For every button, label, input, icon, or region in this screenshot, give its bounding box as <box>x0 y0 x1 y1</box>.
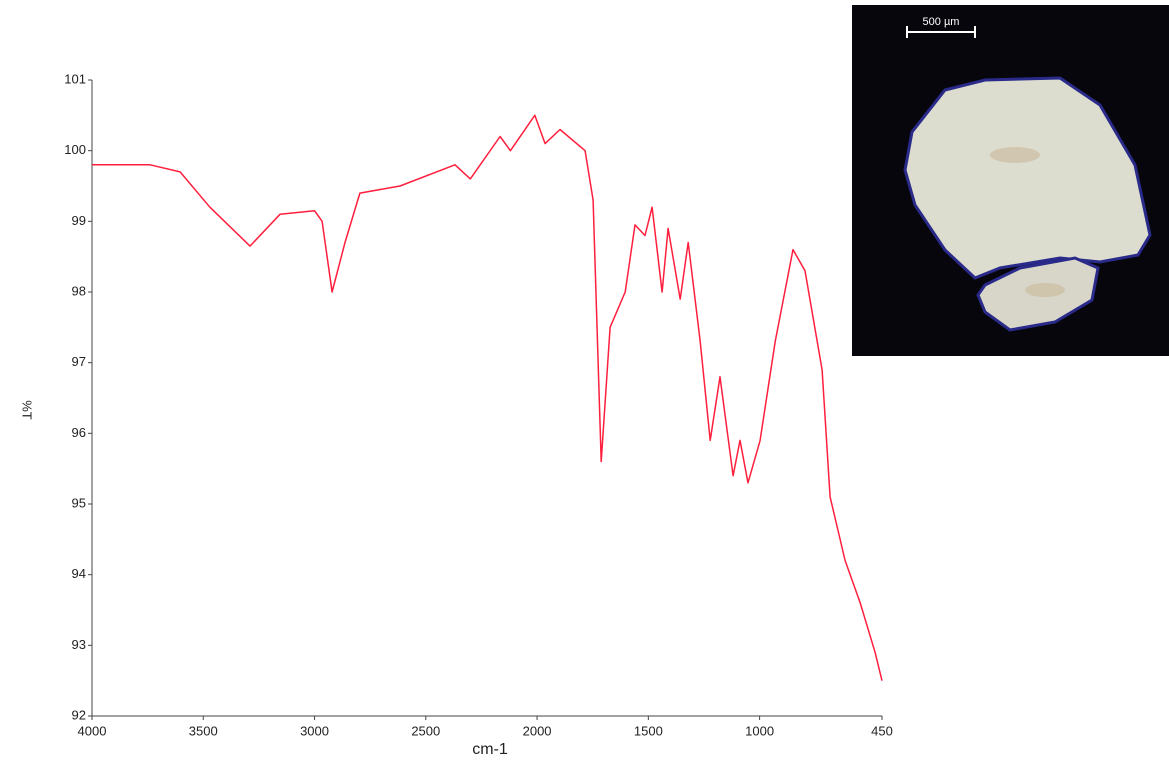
x-tick-label: 4000 <box>78 723 107 738</box>
sample-fragment <box>903 76 1152 280</box>
x-tick-label: 1500 <box>634 723 663 738</box>
y-tick-label: 92 <box>72 707 86 722</box>
x-tick-label: 2000 <box>523 723 552 738</box>
spectrum-line <box>92 114 883 681</box>
x-tick-label: 450 <box>871 723 893 738</box>
y-tick-label: 96 <box>72 425 86 440</box>
stain <box>990 147 1040 163</box>
y-axis-label: %T <box>20 400 35 420</box>
x-tick-label: 2500 <box>411 723 440 738</box>
inset-photo: 500 µm <box>852 5 1169 356</box>
y-tick-label: 95 <box>72 495 86 510</box>
y-tick-label: 98 <box>72 283 86 298</box>
y-tick-label: 94 <box>72 566 86 581</box>
y-tick-label: 97 <box>72 354 86 369</box>
y-tick-label: 101 <box>64 71 86 86</box>
y-tick-label: 99 <box>72 213 86 228</box>
y-tick-label: 100 <box>64 142 86 157</box>
x-axis-label: cm-1 <box>472 741 508 758</box>
x-tick-label: 3500 <box>189 723 218 738</box>
scale-label: 500 µm <box>923 16 960 28</box>
x-tick-label: 1000 <box>745 723 774 738</box>
y-tick-label: 93 <box>72 637 86 652</box>
stain <box>1025 283 1065 297</box>
x-tick-label: 3000 <box>300 723 329 738</box>
